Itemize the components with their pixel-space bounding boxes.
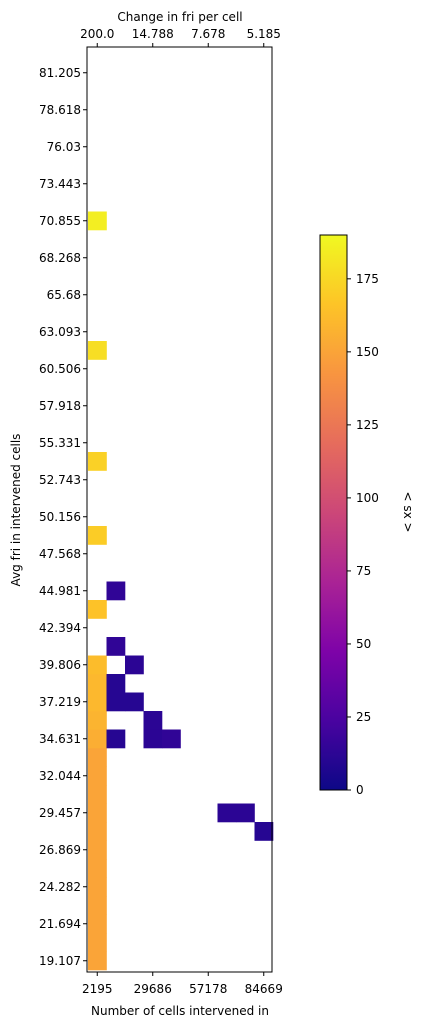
- heatmap-cell: [88, 655, 107, 675]
- heatmap-cell: [88, 914, 107, 934]
- heatmap-cell: [88, 526, 107, 545]
- colorbar-ticks: 0 25 50 75 100 125 150 175: [347, 272, 379, 797]
- heatmap-cell: [217, 803, 237, 823]
- heatmap-cell: [125, 692, 144, 712]
- heatmap-cell: [88, 785, 107, 804]
- heatmap-cell: [88, 877, 107, 897]
- y-tick-label: 78.618: [39, 103, 81, 117]
- heatmap-cell: [88, 859, 107, 878]
- heatmap-cell: [88, 840, 107, 860]
- heatmap-cell: [143, 711, 163, 730]
- y-tick-label: 42.394: [39, 621, 81, 635]
- y-tick-label: 26.869: [39, 843, 81, 857]
- heatmap-cell: [88, 711, 107, 730]
- y-tick-label: 68.268: [39, 251, 81, 265]
- heatmap-cell: [254, 822, 274, 841]
- heatmap-cell: [88, 452, 107, 471]
- y-tick-label: 55.331: [39, 436, 81, 450]
- top-tick-label: 7.678: [191, 27, 225, 41]
- heatmap-cell: [106, 674, 126, 693]
- colorbar-tick-label: 25: [356, 710, 371, 724]
- heatmap-cell: [88, 692, 107, 712]
- y-tick-label: 81.205: [39, 66, 81, 80]
- heatmap-cell: [88, 600, 107, 619]
- y-tick-label: 65.68: [47, 288, 81, 302]
- heatmap-cell: [88, 803, 107, 823]
- heatmap-cell: [106, 692, 126, 712]
- y-tick-label: 70.855: [39, 214, 81, 228]
- top-tick-label: 14.788: [132, 27, 174, 41]
- y-tick-label: 52.743: [39, 473, 81, 487]
- y-tick-label: 57.918: [39, 399, 81, 413]
- heatmap-cell: [143, 729, 163, 749]
- y-tick-label: 60.506: [39, 362, 81, 376]
- x-axis-label: Number of cells intervened in: [91, 1004, 269, 1018]
- top-tick-label: 5.185: [247, 27, 281, 41]
- heatmap-cell: [88, 766, 107, 786]
- y-tick-label: 19.107: [39, 954, 81, 968]
- y-tick-label: 24.282: [39, 880, 81, 894]
- heatmap-cell: [88, 674, 107, 693]
- y-tick-label: 21.694: [39, 917, 81, 931]
- y-tick-label: 37.219: [39, 695, 81, 709]
- y-tick-label: 47.568: [39, 547, 81, 561]
- y-tick-label: 39.806: [39, 658, 81, 672]
- y-tick-label: 32.044: [39, 769, 81, 783]
- x-tick-label: 29686: [134, 982, 172, 996]
- heatmap-cell: [88, 822, 107, 841]
- colorbar-label: < sx >: [401, 491, 415, 532]
- colorbar-tick-label: 50: [356, 637, 371, 651]
- y-tick-label: 29.457: [39, 806, 81, 820]
- colorbar-tick-label: 0: [356, 783, 364, 797]
- plot-frame: [86, 46, 273, 973]
- x-tick-label: 57178: [189, 982, 227, 996]
- heatmap-cell: [106, 637, 126, 656]
- colorbar-tick-label: 100: [356, 491, 379, 505]
- colorbar-tick-label: 150: [356, 345, 379, 359]
- colorbar-tick-label: 175: [356, 272, 379, 286]
- heatmap-cell: [125, 655, 144, 675]
- y-tick-label: 44.981: [39, 584, 81, 598]
- y-tick-label: 76.03: [47, 140, 81, 154]
- y-tick-label: 73.443: [39, 177, 81, 191]
- heatmap-cell: [88, 341, 107, 360]
- heatmap-cell: [162, 729, 181, 749]
- y-tick-label: 63.093: [39, 325, 81, 339]
- heatmap-cell: [88, 748, 107, 767]
- heatmap-cell: [236, 803, 255, 823]
- heatmap-cell: [88, 211, 107, 231]
- heatmap-cell: [106, 729, 126, 749]
- x-axis-ticks: 2195 29686 57178 84669: [82, 972, 283, 996]
- heatmap-cell: [106, 581, 126, 601]
- top-axis-ticks: 200.0 14.788 7.678 5.185: [80, 27, 281, 47]
- colorbar-frame: [319, 234, 348, 791]
- top-tick-label: 200.0: [80, 27, 114, 41]
- colorbar-tick-label: 125: [356, 418, 379, 432]
- y-tick-label: 50.156: [39, 510, 81, 524]
- heatmap-cell: [88, 729, 107, 749]
- x-tick-label: 84669: [245, 982, 283, 996]
- heatmap-cells: [88, 211, 274, 971]
- y-tick-label: 34.631: [39, 732, 81, 746]
- colorbar: [320, 235, 347, 790]
- top-axis-label: Change in fri per cell: [117, 10, 242, 24]
- y-axis-ticks: 19.107 21.694 24.282 26.869 29.457 32.044 34.6…: [39, 66, 87, 968]
- colorbar-tick-label: 75: [356, 564, 371, 578]
- x-tick-label: 2195: [82, 982, 113, 996]
- heatmap-cell: [88, 933, 107, 952]
- y-axis-label: Avg fri in intervened cells: [9, 434, 23, 587]
- heatmap-cell: [88, 951, 107, 971]
- heatmap-cell: [88, 896, 107, 915]
